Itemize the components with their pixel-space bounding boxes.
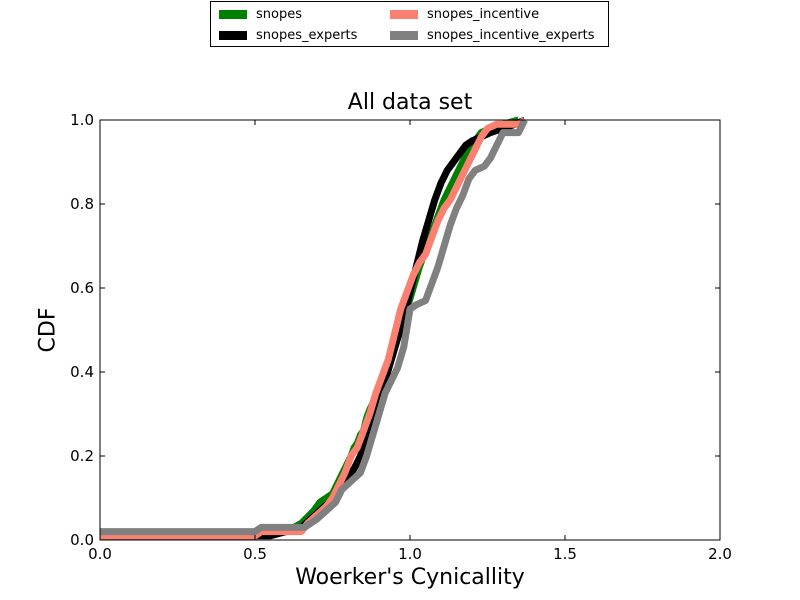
legend-label: snopes_incentive_experts <box>427 27 595 43</box>
legend-item-snopes-incentive: snopes_incentive <box>390 4 539 24</box>
y-tick-label: 0.2 <box>70 447 94 465</box>
y-tick-label: 0.0 <box>70 531 94 549</box>
legend-item-snopes-incentive-experts: snopes_incentive_experts <box>390 25 595 45</box>
series-lines <box>100 116 528 540</box>
y-tick-label: 0.6 <box>70 279 94 297</box>
legend-swatch <box>219 9 247 19</box>
legend-label: snopes_experts <box>256 27 358 43</box>
series-line-snopes-incentive <box>100 117 527 540</box>
legend-swatch <box>390 9 418 19</box>
legend-swatch <box>390 30 418 40</box>
x-tick-label: 2.0 <box>708 545 732 563</box>
legend-item-snopes: snopes <box>219 4 302 24</box>
legend: snopes snopes_experts snopes_incentive s… <box>210 1 609 47</box>
chart-title: All data set <box>347 90 473 115</box>
y-tick-label: 0.8 <box>70 195 94 213</box>
y-tick-label: 1.0 <box>70 111 94 129</box>
x-tick-label: 1.5 <box>553 545 577 563</box>
legend-swatch <box>219 30 247 40</box>
series-line-snopes-incentive-experts <box>100 118 528 536</box>
x-tick-label: 1.0 <box>398 545 422 563</box>
x-tick-label: 0.5 <box>243 545 267 563</box>
y-tick-label: 0.4 <box>70 363 94 381</box>
legend-label: snopes <box>256 6 302 22</box>
legend-label: snopes_incentive <box>427 6 540 22</box>
x-axis-label: Woerker's Cynicallity <box>295 565 525 590</box>
axis-ticks: 0.0 0.5 1.0 1.5 2.0 0.0 0.2 0.4 0.6 0.8 1.0 <box>70 111 732 563</box>
legend-item-snopes-experts: snopes_experts <box>219 25 357 45</box>
y-axis-label: CDF <box>35 307 61 353</box>
x-tick-label: 0.0 <box>88 545 112 563</box>
